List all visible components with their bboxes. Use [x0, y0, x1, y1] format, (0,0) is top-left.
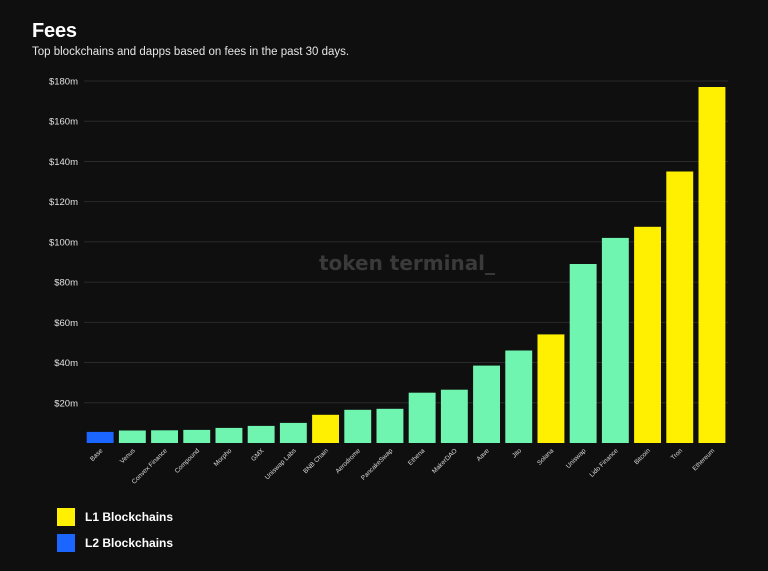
y-tick-label: $40m — [54, 358, 78, 369]
bar-aave — [473, 365, 500, 443]
x-tick-label: Bitcoin — [633, 447, 652, 466]
y-tick-label: $180m — [49, 77, 78, 88]
bar-bnb-chain — [312, 414, 339, 443]
bar-venus — [118, 430, 146, 443]
x-tick-label: Base — [89, 447, 105, 463]
legend-item-l2: L2 Blockchains — [57, 534, 173, 552]
bar-ethena — [408, 392, 436, 443]
x-tick-label: MakerDAO — [431, 447, 459, 475]
bar-compound — [183, 429, 211, 443]
x-tick-label: Ethena — [407, 447, 427, 467]
x-tick-label: Morpho — [213, 447, 234, 468]
y-tick-label: $60m — [54, 318, 78, 329]
bar-aerodrome — [344, 409, 372, 443]
x-tick-label: Aerodrome — [334, 447, 362, 475]
bar-pancakeswap — [376, 408, 404, 443]
y-tick-label: $120m — [49, 197, 78, 208]
bar-bitcoin — [634, 226, 661, 443]
legend-swatch-l2 — [57, 534, 75, 552]
watermark: token terminal_ — [319, 251, 495, 275]
bars — [86, 87, 726, 443]
chart-subtitle: Top blockchains and dapps based on fees … — [32, 46, 350, 58]
x-tick-label: Convex Finance — [131, 447, 169, 485]
grid-lines — [84, 80, 728, 404]
y-tick-label: $80m — [54, 278, 78, 289]
bar-solana — [537, 334, 565, 443]
y-tick-label: $20m — [54, 398, 78, 409]
legend: L1 Blockchains L2 Blockchains — [57, 508, 173, 560]
fees-bar-chart: token terminal_ $20m $40m $60m $80m $100m $12… — [49, 77, 728, 486]
bar-makerdao — [440, 389, 468, 443]
y-tick-label: $160m — [49, 117, 78, 128]
y-axis-ticks: $20m $40m $60m $80m $100m $120m $140m $160m $180… — [49, 77, 78, 410]
legend-label-l2: L2 Blockchains — [85, 536, 174, 550]
bar-gmx — [247, 425, 275, 443]
bar-ethereum — [698, 87, 726, 443]
bar-tron — [666, 171, 694, 443]
x-tick-label: Aave — [475, 447, 491, 463]
x-tick-label: Solana — [536, 447, 556, 467]
legend-item-l1: L1 Blockchains — [57, 508, 173, 526]
x-tick-label: Tron — [670, 447, 685, 462]
x-tick-label: Venus — [119, 447, 137, 465]
legend-swatch-l1 — [57, 508, 75, 526]
y-tick-label: $100m — [49, 237, 78, 248]
bar-lido-finance — [601, 237, 629, 443]
bar-convex-finance — [151, 430, 178, 443]
bar-jito — [505, 350, 533, 443]
bar-base — [86, 431, 114, 443]
x-tick-label: Compound — [174, 447, 202, 475]
legend-label-l1: L1 Blockchains — [85, 510, 174, 524]
bar-uniswap — [569, 264, 597, 443]
x-tick-label: BNB Chain — [302, 447, 330, 475]
x-tick-label: Ethereum — [691, 447, 716, 472]
x-tick-label: Lido Finance — [588, 447, 620, 479]
x-tick-label: PancakeSwap — [360, 447, 395, 482]
bar-uniswap-labs — [279, 422, 307, 443]
bar-morpho — [215, 427, 243, 443]
x-tick-label: Jito — [511, 447, 523, 459]
y-tick-label: $140m — [49, 157, 78, 168]
x-tick-label: Uniswap Labs — [264, 447, 298, 481]
x-tick-label: Uniswap — [565, 447, 588, 470]
chart-title: Fees — [32, 20, 77, 42]
x-tick-label: GMX — [250, 447, 266, 463]
